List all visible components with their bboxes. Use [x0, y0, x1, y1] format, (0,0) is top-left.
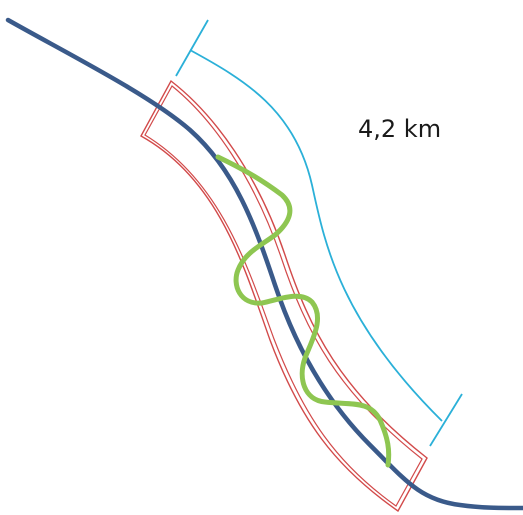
dimension-line — [175, 19, 463, 447]
corridor-band — [140, 79, 428, 513]
meander-route — [215, 154, 392, 468]
dimension-curve — [189, 49, 443, 422]
dimension-tick-bottom — [429, 393, 463, 447]
length-label: 4,2 km — [358, 115, 441, 143]
road-line — [5, 17, 523, 511]
corridor-outline-inner — [144, 85, 423, 507]
dimension-tick-top — [175, 19, 209, 77]
corridor-outline-outer — [140, 79, 428, 513]
